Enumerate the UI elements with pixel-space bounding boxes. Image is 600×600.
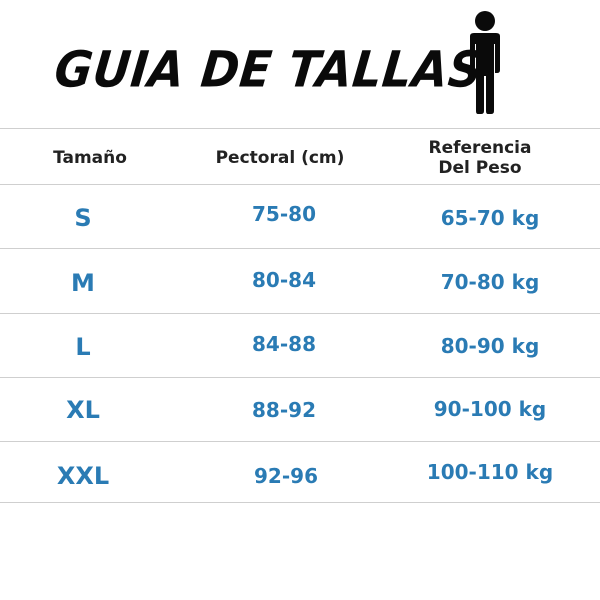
header-chest: Pectoral (cm) bbox=[215, 148, 345, 168]
row-m-weight: 70-80 kg bbox=[440, 270, 540, 294]
row-xl-size: XL bbox=[66, 396, 100, 424]
row-l-chest: 84-88 bbox=[252, 332, 316, 356]
row-divider bbox=[0, 248, 600, 249]
header-weight-line2: Del Peso bbox=[438, 158, 522, 178]
row-divider bbox=[0, 441, 600, 442]
row-xxl-chest: 92-96 bbox=[254, 464, 318, 488]
header-divider bbox=[0, 184, 600, 185]
row-m-size: M bbox=[71, 269, 95, 297]
table-top-divider bbox=[0, 128, 600, 129]
header-weight: Referencia Del Peso bbox=[410, 138, 550, 178]
row-xxl-weight: 100-110 kg bbox=[426, 460, 554, 484]
row-m-chest: 80-84 bbox=[252, 268, 316, 292]
header-weight-line1: Referencia bbox=[428, 138, 532, 158]
table-bottom-divider bbox=[0, 502, 600, 503]
row-xl-chest: 88-92 bbox=[252, 398, 316, 422]
row-s-size: S bbox=[74, 204, 92, 232]
row-divider bbox=[0, 377, 600, 378]
header-size: Tamaño bbox=[53, 148, 127, 168]
row-l-size: L bbox=[75, 333, 91, 361]
row-l-weight: 80-90 kg bbox=[440, 334, 540, 358]
row-divider bbox=[0, 313, 600, 314]
row-xxl-size: XXL bbox=[56, 462, 110, 490]
row-xl-weight: 90-100 kg bbox=[433, 397, 547, 421]
page-title: GUIA DE TALLAS bbox=[51, 40, 486, 99]
row-s-weight: 65-70 kg bbox=[440, 206, 540, 230]
row-s-chest: 75-80 bbox=[252, 202, 316, 226]
person-icon bbox=[470, 11, 500, 114]
